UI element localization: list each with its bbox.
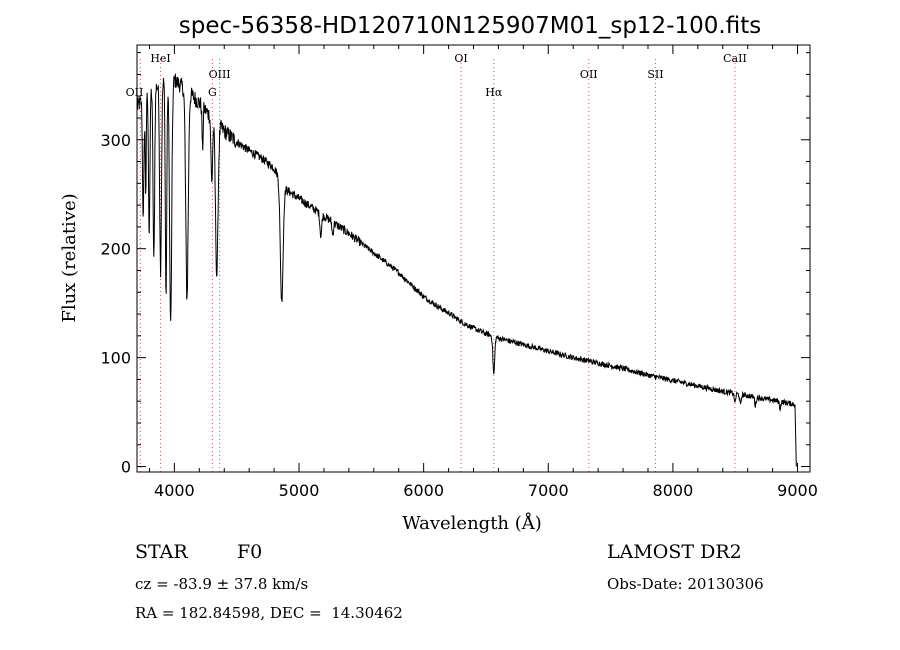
line-marker-label: SII <box>647 68 663 81</box>
line-marker-label: OIII <box>209 68 231 81</box>
y-axis-label: Flux (relative) <box>59 193 80 322</box>
line-marker-label: OII <box>126 86 144 99</box>
line-marker-label: OI <box>454 52 467 65</box>
coordinates-text: RA = 182.84598, DEC = 14.30462 <box>135 604 403 622</box>
object-class: STAR <box>135 541 188 563</box>
y-tick-label: 200 <box>100 240 131 259</box>
line-marker-label: OII <box>580 68 598 81</box>
x-tick-label: 4000 <box>154 481 195 500</box>
redshift-text: cz = -83.9 ± 37.8 km/s <box>135 575 309 593</box>
observation-date: Obs-Date: 20130306 <box>607 575 764 593</box>
survey-name: LAMOST DR2 <box>607 541 742 563</box>
x-tick-label: 7000 <box>528 481 569 500</box>
spectral-subclass: F0 <box>237 541 263 563</box>
plot-frame <box>136 44 811 473</box>
line-marker-label: CaII <box>723 52 747 65</box>
x-tick-label: 8000 <box>653 481 694 500</box>
line-marker-label: Hα <box>485 86 503 99</box>
x-tick-label: 5000 <box>279 481 320 500</box>
y-tick-label: 100 <box>100 349 131 368</box>
chart-title: spec-56358-HD120710N125907M01_sp12-100.f… <box>179 13 761 39</box>
emission-line-markers: OII HeI OIII G OI Hα OII SII CaII <box>126 52 747 472</box>
line-marker-label: HeI <box>150 52 170 65</box>
y-tick-label: 0 <box>121 458 131 477</box>
x-tick-label: 6000 <box>403 481 444 500</box>
x-axis-label: Wavelength (Å) <box>402 512 542 534</box>
y-tick-label: 300 <box>100 131 131 150</box>
x-tick-label: 9000 <box>777 481 818 500</box>
axis-ticks: 4000 5000 6000 7000 8000 9000 0 100 200 300 <box>100 45 818 500</box>
line-marker-label: G <box>208 86 217 99</box>
spectrum-line <box>136 73 797 467</box>
